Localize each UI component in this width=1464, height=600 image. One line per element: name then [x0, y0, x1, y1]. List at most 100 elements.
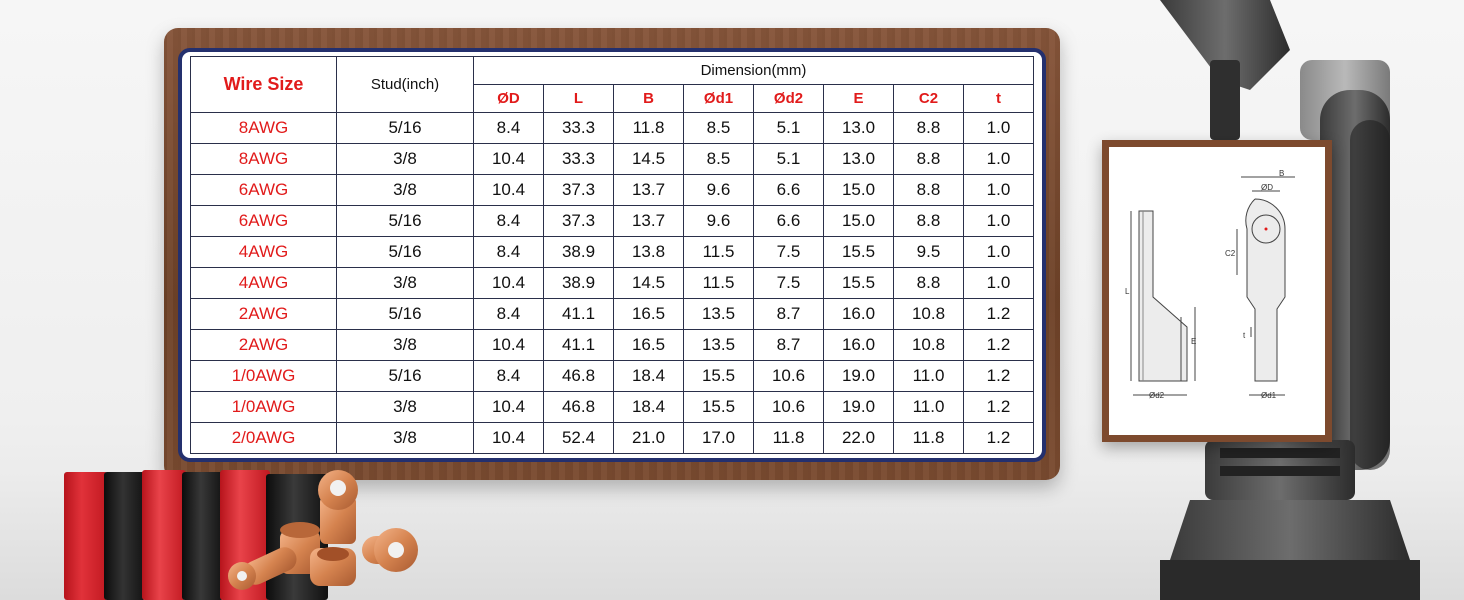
cell-dimension: 8.8	[893, 205, 964, 237]
cell-dimension: 1.0	[963, 112, 1034, 144]
cell-dimension: 11.0	[893, 360, 964, 392]
cell-dimension: 33.3	[543, 143, 614, 175]
header-col-E: E	[823, 84, 894, 113]
diagram-label-E: E	[1191, 337, 1197, 346]
cell-stud: 5/16	[336, 205, 474, 237]
cell-dimension: 16.0	[823, 298, 894, 330]
cell-dimension: 1.2	[963, 360, 1034, 392]
spec-table: Wire Size Stud(inch) Dimension(mm) ØD L …	[190, 56, 1034, 454]
cell-dimension: 8.4	[473, 112, 544, 144]
cell-dimension: 13.8	[613, 236, 684, 268]
cell-wire-size: 8AWG	[190, 143, 337, 175]
cell-dimension: 9.6	[683, 205, 754, 237]
diagram-label-d2: Ød2	[1149, 391, 1165, 400]
cell-dimension: 1.0	[963, 267, 1034, 299]
table-row: 8AWG 5/16 8.4 33.3 11.8 8.5 5.1 13.0 8.8 1.0	[190, 112, 1034, 144]
cell-dimension: 1.2	[963, 329, 1034, 361]
cell-dimension: 8.7	[753, 298, 824, 330]
cell-dimension: 46.8	[543, 391, 614, 423]
cell-dimension: 13.5	[683, 298, 754, 330]
cell-dimension: 10.4	[473, 174, 544, 206]
cell-dimension: 8.8	[893, 267, 964, 299]
black-tube	[104, 472, 146, 600]
cell-dimension: 33.3	[543, 112, 614, 144]
cell-dimension: 18.4	[613, 391, 684, 423]
robot-arm-icon	[1160, 0, 1420, 600]
cell-dimension: 8.5	[683, 143, 754, 175]
spec-table-body: 8AWG 5/16 8.4 33.3 11.8 8.5 5.1 13.0 8.8 1.0 8AWG 3…	[190, 112, 1034, 454]
cell-dimension: 8.8	[893, 112, 964, 144]
cell-dimension: 11.8	[893, 422, 964, 454]
cell-dimension: 1.2	[963, 391, 1034, 423]
cell-stud: 5/16	[336, 298, 474, 330]
header-col-d1: Ød1	[683, 84, 754, 113]
cell-dimension: 21.0	[613, 422, 684, 454]
diagram-label-C2: C2	[1225, 249, 1236, 258]
cell-dimension: 15.5	[683, 360, 754, 392]
cell-dimension: 1.0	[963, 205, 1034, 237]
header-dimension: Dimension(mm)	[473, 56, 1034, 85]
header-col-D: ØD	[473, 84, 544, 113]
cell-dimension: 1.0	[963, 174, 1034, 206]
cell-dimension: 8.4	[473, 205, 544, 237]
cell-dimension: 16.5	[613, 329, 684, 361]
spec-panel: Wire Size Stud(inch) Dimension(mm) ØD L …	[178, 48, 1046, 462]
cell-stud: 3/8	[336, 143, 474, 175]
cell-wire-size: 6AWG	[190, 205, 337, 237]
header-col-B: B	[613, 84, 684, 113]
header-col-L: L	[543, 84, 614, 113]
cell-wire-size: 1/0AWG	[190, 391, 337, 423]
cell-dimension: 14.5	[613, 267, 684, 299]
table-row: 2AWG 5/16 8.4 41.1 16.5 13.5 8.7 16.0 10.8 1.2	[190, 298, 1034, 330]
cell-wire-size: 4AWG	[190, 236, 337, 268]
diagram-label-d1: Ød1	[1261, 391, 1277, 400]
cell-dimension: 19.0	[823, 360, 894, 392]
cell-dimension: 8.4	[473, 298, 544, 330]
diagram-label-D: ØD	[1261, 183, 1273, 192]
cell-dimension: 1.2	[963, 298, 1034, 330]
cell-wire-size: 1/0AWG	[190, 360, 337, 392]
cell-dimension: 5.1	[753, 112, 824, 144]
cell-dimension: 10.6	[753, 391, 824, 423]
cell-dimension: 37.3	[543, 205, 614, 237]
dimension-diagram-frame: B ØD C2 L E t Ød2 Ød1	[1102, 140, 1332, 442]
cell-dimension: 15.5	[823, 267, 894, 299]
cell-dimension: 10.4	[473, 267, 544, 299]
cell-stud: 3/8	[336, 422, 474, 454]
table-row: 6AWG 5/16 8.4 37.3 13.7 9.6 6.6 15.0 8.8 1.0	[190, 205, 1034, 237]
cell-stud: 3/8	[336, 391, 474, 423]
cell-dimension: 13.0	[823, 143, 894, 175]
cell-dimension: 11.8	[613, 112, 684, 144]
cell-dimension: 6.6	[753, 174, 824, 206]
lug-drawing-icon	[1130, 176, 1295, 396]
cell-stud: 5/16	[336, 112, 474, 144]
cell-dimension: 13.7	[613, 174, 684, 206]
cell-dimension: 1.0	[963, 236, 1034, 268]
cell-dimension: 11.5	[683, 236, 754, 268]
cell-dimension: 16.5	[613, 298, 684, 330]
cell-wire-size: 2/0AWG	[190, 422, 337, 454]
diagram-label-L: L	[1125, 287, 1130, 296]
cell-dimension: 22.0	[823, 422, 894, 454]
cell-dimension: 1.0	[963, 143, 1034, 175]
cell-dimension: 14.5	[613, 143, 684, 175]
cell-dimension: 11.8	[753, 422, 824, 454]
cell-dimension: 8.5	[683, 112, 754, 144]
copper-lugs-icon	[228, 470, 418, 590]
cell-dimension: 10.4	[473, 422, 544, 454]
diagram-label-B: B	[1279, 169, 1285, 178]
cell-dimension: 9.6	[683, 174, 754, 206]
cell-dimension: 8.8	[893, 143, 964, 175]
cell-dimension: 38.9	[543, 267, 614, 299]
cell-dimension: 9.5	[893, 236, 964, 268]
table-row: 8AWG 3/8 10.4 33.3 14.5 8.5 5.1 13.0 8.8 1.0	[190, 143, 1034, 175]
cell-stud: 3/8	[336, 329, 474, 361]
cell-stud: 5/16	[336, 360, 474, 392]
cell-stud: 3/8	[336, 267, 474, 299]
cell-dimension: 8.4	[473, 236, 544, 268]
cell-dimension: 41.1	[543, 298, 614, 330]
cell-dimension: 5.1	[753, 143, 824, 175]
cell-dimension: 15.5	[823, 236, 894, 268]
cell-dimension: 8.7	[753, 329, 824, 361]
cell-dimension: 38.9	[543, 236, 614, 268]
